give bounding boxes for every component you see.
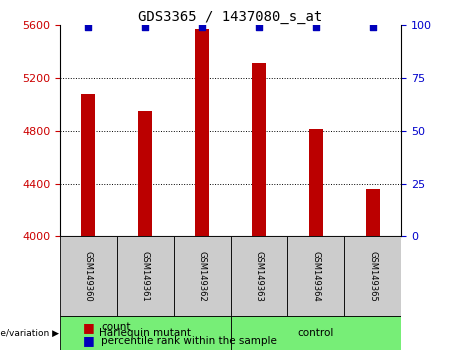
Text: percentile rank within the sample: percentile rank within the sample: [101, 336, 278, 346]
Bar: [252, 63, 266, 236]
Title: GDS3365 / 1437080_s_at: GDS3365 / 1437080_s_at: [138, 10, 323, 24]
Text: GSM149363: GSM149363: [254, 251, 263, 302]
Point: [198, 24, 206, 30]
Text: GSM149362: GSM149362: [198, 251, 207, 302]
Text: GSM149365: GSM149365: [368, 251, 377, 302]
Point: [255, 24, 263, 30]
Bar: [309, 129, 323, 236]
Text: genotype/variation ▶: genotype/variation ▶: [0, 329, 59, 338]
Point: [142, 24, 149, 30]
Bar: [60, 236, 117, 316]
Bar: [230, 316, 401, 350]
Point: [85, 24, 92, 30]
Bar: [60, 316, 230, 350]
Text: GSM149360: GSM149360: [84, 251, 93, 302]
Text: ■: ■: [83, 321, 95, 334]
Point: [369, 24, 376, 30]
Text: ■: ■: [83, 334, 95, 347]
Text: control: control: [298, 329, 334, 338]
Text: count: count: [101, 322, 131, 332]
Bar: [195, 29, 209, 236]
Bar: [366, 189, 380, 236]
Point: [312, 24, 319, 30]
Text: GSM149361: GSM149361: [141, 251, 150, 302]
Bar: [344, 236, 401, 316]
Text: GSM149364: GSM149364: [311, 251, 320, 302]
Bar: [81, 93, 95, 236]
Text: Harlequin mutant: Harlequin mutant: [99, 329, 191, 338]
Bar: [287, 236, 344, 316]
Bar: [138, 111, 152, 236]
Bar: [117, 236, 174, 316]
Bar: [230, 236, 287, 316]
Bar: [174, 236, 230, 316]
